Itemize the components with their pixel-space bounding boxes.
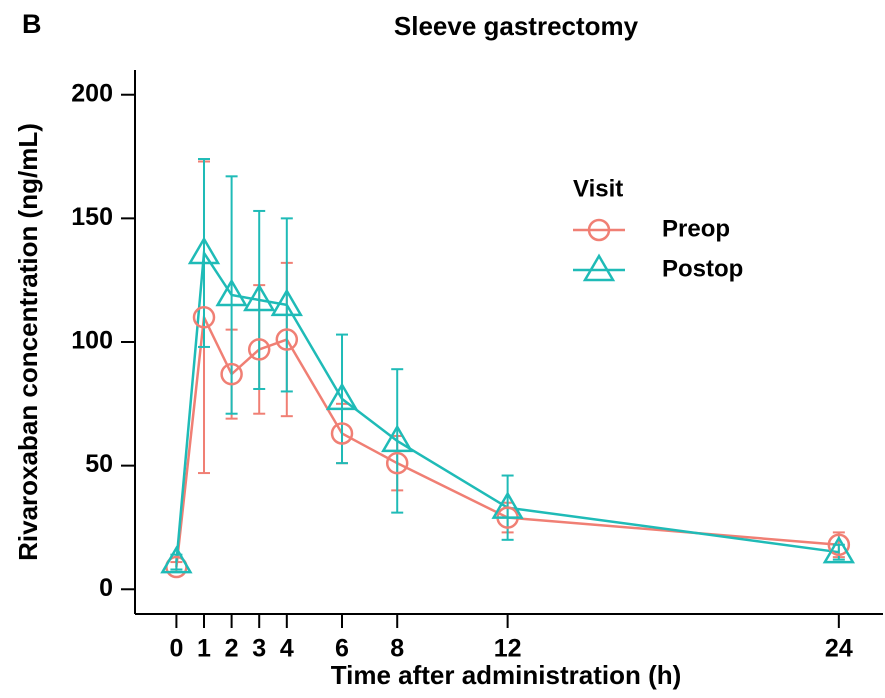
point (827, 533, 851, 557)
point (587, 218, 611, 242)
point (192, 306, 216, 329)
panel-label: B (22, 9, 42, 39)
legend-label: Postop (662, 255, 743, 282)
point (215, 278, 248, 307)
y-tick-label: 200 (71, 79, 113, 107)
point (275, 328, 299, 351)
y-axis-label: Rivaroxaban concentration (ng/mL) (13, 123, 43, 561)
x-tick-label: 0 (169, 635, 183, 663)
legend-title: Visit (573, 175, 623, 202)
y-tick-label: 150 (71, 203, 113, 231)
x-tick-label: 8 (390, 635, 404, 663)
y-tick-label: 100 (71, 327, 113, 355)
y-tick-label: 50 (85, 450, 113, 478)
x-tick-label: 6 (335, 635, 349, 663)
x-tick-label: 24 (825, 635, 853, 663)
x-tick-label: 12 (494, 635, 522, 663)
point (491, 491, 524, 519)
x-tick-label: 1 (197, 635, 211, 663)
x-tick-label: 3 (252, 635, 266, 663)
x-tick-label: 4 (280, 635, 294, 663)
x-tick-label: 2 (225, 635, 239, 663)
point (243, 283, 276, 312)
point (220, 362, 243, 386)
point (270, 288, 303, 317)
y-tick-label: 0 (99, 574, 113, 602)
x-axis-label: Time after administration (h) (331, 660, 682, 690)
point (330, 422, 354, 445)
point (822, 535, 856, 564)
point (385, 451, 409, 475)
point (247, 338, 271, 361)
point (582, 253, 616, 282)
legend-label: Preop (662, 215, 730, 242)
point (160, 545, 193, 574)
chart-title: Sleeve gastrectomy (394, 11, 639, 41)
point (325, 382, 359, 411)
point (381, 424, 414, 453)
point (187, 236, 221, 265)
